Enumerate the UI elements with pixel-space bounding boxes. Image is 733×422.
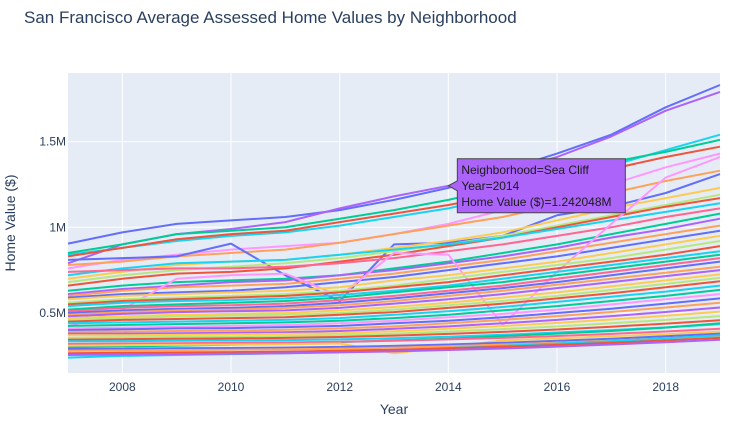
series-line-28 — [67, 276, 721, 321]
series-line-38 — [67, 319, 721, 341]
series-line-43 — [67, 332, 721, 350]
series-line-9 — [67, 193, 721, 284]
hover-tooltip: Neighborhood=Sea Cliff Year=2014 Home Valu… — [447, 158, 626, 214]
series-line-24 — [67, 260, 721, 314]
y-tick-label: 1M — [49, 220, 66, 234]
series-line-15 — [67, 224, 721, 297]
series-line-23 — [67, 257, 721, 313]
series-line-31 — [67, 288, 721, 327]
series-line-14 — [67, 217, 721, 296]
series-line-20 — [67, 245, 721, 306]
series-line-13 — [67, 212, 721, 292]
series-line-42 — [67, 330, 721, 355]
series-line-0 — [67, 84, 721, 245]
series-line-27 — [67, 273, 721, 320]
y-axis-title: Home Value ($) — [2, 174, 18, 271]
series-line-30 — [67, 284, 721, 325]
x-tick-label: 2008 — [109, 380, 136, 394]
x-tick-label: 2018 — [652, 380, 679, 394]
x-axis-ticks: 2008 2010 2012 2014 2016 2018 — [109, 380, 679, 394]
x-tick-label: 2016 — [544, 380, 571, 394]
series-line-33 — [67, 297, 721, 332]
series-line-22 — [67, 253, 721, 311]
y-tick-label: 1.5M — [39, 135, 66, 149]
x-tick-label: 2012 — [326, 380, 353, 394]
y-tick-label: 0.5M — [39, 306, 66, 320]
series-line-11 — [67, 202, 721, 277]
series-line-32 — [67, 293, 721, 330]
series-line-37 — [67, 315, 721, 339]
series-line-10 — [67, 197, 721, 287]
series-line-19 — [67, 240, 721, 304]
series-line-46 — [67, 336, 721, 355]
series-line-16 — [67, 229, 721, 299]
series-line-21 — [67, 250, 721, 308]
series-line-25 — [67, 265, 721, 316]
series-line-36 — [68, 310, 721, 337]
chart-title: San Francisco Average Assessed Home Valu… — [24, 8, 517, 27]
x-tick-label: 2010 — [218, 380, 245, 394]
series-line-47 — [67, 338, 721, 356]
tooltip-line: Year=2014 — [461, 179, 519, 193]
tooltip-line: Home Value ($)=1.242048M — [461, 195, 611, 209]
series-line-29 — [67, 280, 721, 323]
series-lines — [67, 84, 721, 359]
tooltip-line: Neighborhood=Sea Cliff — [461, 163, 589, 177]
series-line-34 — [67, 301, 721, 333]
y-axis-ticks: 0.5M 1M 1.5M — [39, 135, 66, 320]
series-line-12 — [67, 207, 721, 273]
series-line-18 — [67, 234, 721, 301]
x-axis-title: Year — [380, 401, 409, 417]
x-tick-label: 2014 — [435, 380, 462, 394]
series-line-17 — [67, 156, 721, 328]
tooltip-box — [447, 158, 626, 214]
series-line-26 — [67, 269, 721, 318]
series-line-41 — [67, 327, 721, 345]
series-line-35 — [68, 306, 721, 335]
